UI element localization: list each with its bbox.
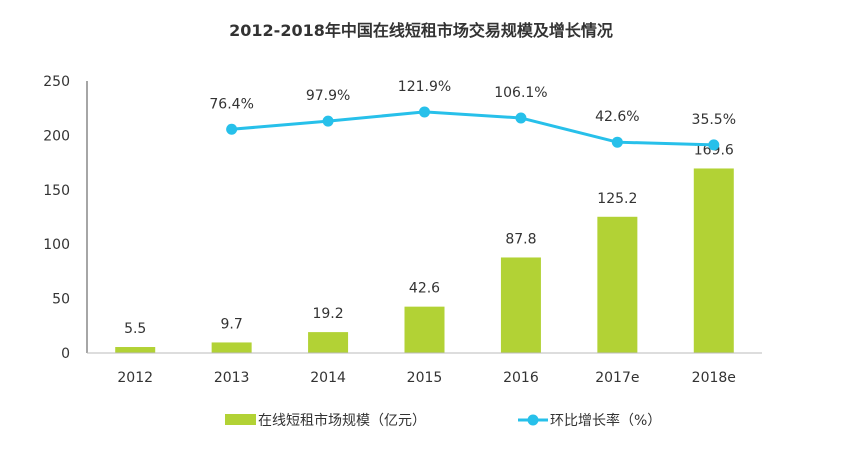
bar	[308, 332, 349, 353]
x-tick-label: 2018e	[692, 370, 736, 386]
legend-swatch-point	[527, 414, 539, 426]
line-data-label: 106.1%	[494, 85, 547, 101]
line-point	[708, 139, 720, 151]
chart-title: 2012-2018年中国在线短租市场交易规模及增长情况	[229, 21, 613, 40]
bar-data-label: 169.6	[694, 142, 734, 158]
line-point	[226, 123, 238, 135]
bar-data-label: 87.8	[505, 231, 536, 247]
y-tick-label: 250	[43, 74, 70, 90]
x-tick-label: 2017e	[595, 370, 639, 386]
line-data-label: 121.9%	[398, 79, 451, 95]
line-path	[231, 110, 714, 147]
y-tick-label: 50	[52, 292, 70, 308]
line-point	[419, 106, 430, 118]
bar	[500, 257, 541, 353]
bar-data-label: 5.5	[124, 321, 146, 337]
bar-data-label: 125.2	[597, 191, 637, 207]
line-series: 76.4% 97.9% 121.9% 106.1% 42.6% 35.5%	[209, 79, 736, 151]
bar-series: 5.5 9.7 19.2 42.6 87.8 125.2 169.6	[115, 142, 734, 353]
bar	[211, 342, 252, 353]
y-tick-label: 0	[61, 346, 70, 362]
bar-data-label: 19.2	[312, 306, 343, 322]
line-data-label: 97.9%	[306, 88, 350, 104]
line-point	[515, 112, 527, 124]
y-axis: 0 50 100 150 200 250	[43, 74, 88, 362]
bar	[115, 347, 156, 353]
line-data-label: 35.5%	[692, 112, 736, 128]
bar	[404, 306, 445, 353]
line-point	[322, 115, 334, 127]
x-axis: 2012 2013 2014 2015 2016 2017e 2018e	[87, 352, 762, 386]
bar-data-label: 9.7	[221, 316, 243, 332]
bar	[693, 168, 734, 353]
bar-data-label: 42.6	[409, 281, 440, 297]
y-tick-label: 200	[43, 128, 70, 144]
legend-swatch-bar	[225, 414, 256, 425]
legend: 在线短租市场规模（亿元） 环比增长率（%）	[225, 412, 661, 429]
legend-label-line: 环比增长率（%）	[550, 412, 661, 429]
legend-label-bar: 在线短租市场规模（亿元）	[258, 412, 426, 429]
bar	[597, 216, 638, 353]
x-tick-label: 2015	[407, 370, 443, 386]
line-data-label: 42.6%	[595, 109, 639, 125]
x-tick-label: 2013	[214, 370, 250, 386]
x-tick-label: 2016	[503, 370, 539, 386]
line-point	[611, 136, 623, 148]
line-data-label: 76.4%	[209, 96, 253, 112]
x-tick-label: 2012	[117, 370, 153, 386]
y-tick-label: 150	[43, 183, 70, 199]
y-tick-label: 100	[43, 237, 70, 253]
x-tick-label: 2014	[310, 370, 346, 386]
